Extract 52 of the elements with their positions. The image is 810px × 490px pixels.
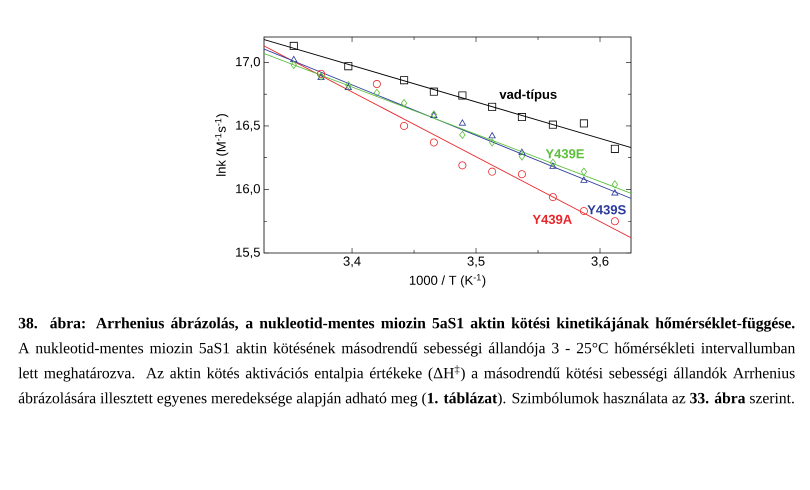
point — [580, 176, 588, 183]
point — [488, 102, 496, 111]
point — [518, 152, 525, 160]
point — [580, 119, 588, 128]
y-tick-label: 16,5 — [236, 120, 260, 132]
point — [290, 42, 298, 50]
point — [549, 162, 556, 169]
point — [550, 158, 556, 167]
point — [548, 120, 557, 129]
point — [458, 161, 466, 170]
point — [610, 144, 619, 153]
x-tick-label: 3,6 — [591, 256, 608, 268]
point — [430, 88, 438, 96]
point — [610, 217, 619, 226]
series-label: vad-típus — [499, 89, 557, 102]
point — [374, 88, 380, 97]
series-label: Y439E — [546, 149, 584, 158]
point — [459, 130, 466, 139]
point — [344, 84, 352, 90]
text: 38. ábra: Arrhenius ábrázolás, a nukleotid-mentes miozin 5aS1 aktin kötési kinetikájának hőmérséklet-függése. A nukleotid-mentes miozin 5aS1 aktin kötésének másodrendű sebességi állandója 3 - 25°C hőmérsékleti intervallumban lett meghatározva. Az aktin kötés aktivációs entalpia értékeke (ΔH$^{‡}$) a másodrendű kötési sebességi állandók Arrhenius ábrázolására illesztett egyenes meredeksége alapján adható meg (1. táblázat). Szimbólumok használata az 33. ábra szerint. — [18, 317, 796, 407]
point — [518, 113, 526, 122]
point — [458, 119, 466, 126]
point — [518, 170, 526, 178]
x-tick-label: 3,4 — [344, 256, 361, 268]
point — [290, 56, 298, 62]
y-axis-title: lnk (M$^{-1}$s$^{-1}$) — [215, 114, 228, 176]
point — [372, 80, 381, 88]
point — [518, 148, 526, 155]
point — [344, 62, 352, 70]
point — [430, 138, 438, 146]
series-label: Y439S — [587, 205, 626, 214]
x-axis-title: 1000 / T (K$^{-1}$) — [410, 274, 486, 288]
point — [458, 91, 466, 100]
y-tick-label: 17,0 — [236, 57, 260, 68]
point — [290, 60, 297, 69]
point — [488, 168, 496, 176]
y-tick-label: 16,0 — [236, 184, 260, 195]
x-tick-label: 3,5 — [467, 256, 485, 268]
point — [345, 81, 352, 90]
point — [548, 193, 557, 202]
point — [489, 138, 496, 146]
point — [611, 189, 618, 196]
point — [317, 70, 326, 78]
point — [400, 76, 408, 84]
series-label: Y439A — [532, 214, 572, 224]
y-tick-label: 15,5 — [236, 248, 260, 258]
point — [400, 122, 408, 130]
point — [580, 207, 588, 216]
point — [401, 99, 408, 108]
point — [612, 180, 618, 188]
point — [580, 168, 587, 176]
point — [488, 132, 496, 138]
